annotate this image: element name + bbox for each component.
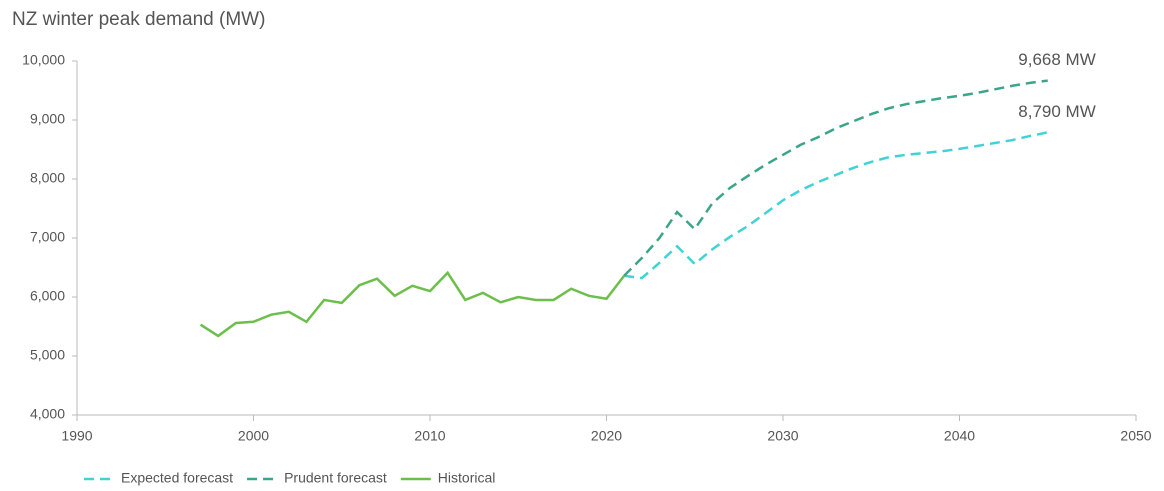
x-tick-label: 2030 — [767, 428, 798, 444]
y-tick-label: 10,000 — [22, 52, 65, 68]
annotation: 9,668 MW — [1018, 50, 1095, 69]
x-tick-label: 2000 — [238, 428, 269, 444]
y-tick-label: 6,000 — [30, 288, 65, 304]
legend-label: Prudent forecast — [284, 470, 387, 486]
x-tick-label: 2020 — [591, 428, 622, 444]
annotation: 8,790 MW — [1018, 102, 1095, 121]
y-tick-label: 4,000 — [30, 406, 65, 422]
y-tick-label: 5,000 — [30, 347, 65, 363]
x-tick-label: 2040 — [944, 428, 975, 444]
y-tick-label: 8,000 — [30, 170, 65, 186]
series-line — [623, 79, 1048, 277]
x-tick-label: 2010 — [414, 428, 445, 444]
y-tick-label: 7,000 — [30, 229, 65, 245]
series-line — [623, 131, 1048, 280]
y-tick-label: 9,000 — [30, 111, 65, 127]
x-tick-label: 2050 — [1120, 428, 1151, 444]
legend-label: Historical — [438, 470, 496, 486]
series-line — [199, 270, 626, 338]
legend-label: Expected forecast — [121, 470, 233, 486]
x-tick-label: 1990 — [61, 428, 92, 444]
chart-title: NZ winter peak demand (MW) — [12, 9, 265, 30]
